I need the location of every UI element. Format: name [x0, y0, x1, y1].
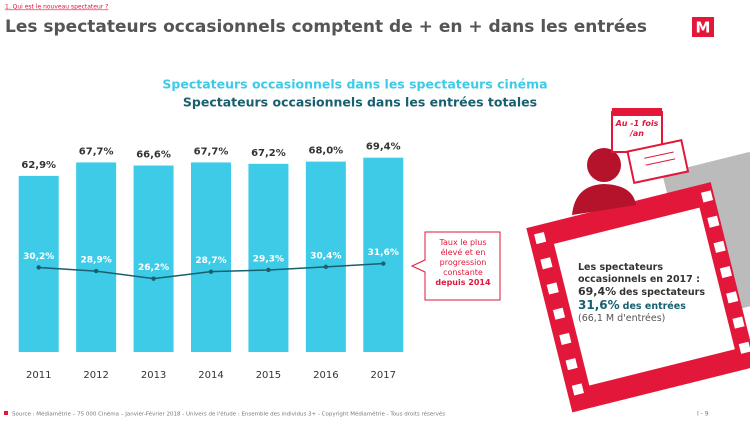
- bar-value-label: 67,7%: [79, 146, 114, 157]
- stat2-value: 31,6%: [578, 298, 620, 312]
- info-box: Les spectateurs occasionnels en 2017 : 6…: [578, 262, 713, 325]
- ticket-line: [644, 151, 674, 159]
- line-value-label: 29,3%: [253, 254, 284, 264]
- line-value-label: 30,2%: [23, 252, 54, 262]
- bar-value-label: 66,6%: [136, 150, 171, 161]
- footer-bullet: [4, 411, 8, 415]
- line-point: [93, 268, 99, 274]
- line-value-label: 28,7%: [195, 256, 226, 266]
- annotation-box: [410, 231, 501, 301]
- line-value-label: 31,6%: [368, 248, 399, 258]
- info-stat1: 69,4% des spectateurs: [578, 286, 713, 299]
- logo-bg: [692, 17, 714, 37]
- stat1-value: 69,4%: [578, 285, 617, 298]
- x-tick-label: 2014: [198, 370, 223, 381]
- bar: [305, 161, 346, 352]
- line-point: [208, 269, 214, 274]
- bar-value-label: 67,2%: [251, 148, 286, 159]
- stat2-text: des entrées: [622, 301, 686, 312]
- page-number: I - 9: [697, 411, 709, 418]
- line-point: [381, 261, 386, 266]
- bar: [191, 162, 231, 352]
- x-tick-label: 2011: [26, 370, 51, 381]
- bar: [76, 162, 117, 352]
- calendar-top: [612, 108, 662, 116]
- title: Les spectateurs occasionnels comptent de…: [5, 17, 647, 37]
- annotation-emphasis: depuis 2014: [435, 278, 491, 287]
- x-tick-label: 2013: [141, 370, 166, 381]
- x-tick-label: 2012: [83, 370, 108, 381]
- legend-bar: Spectateurs occasionnels dans les specta…: [162, 77, 547, 92]
- logo: M: [696, 19, 711, 37]
- bar-value-label: 68,0%: [309, 146, 344, 157]
- annotation: Taux le plus élevé et en progression con…: [428, 238, 498, 288]
- x-tick-label: 2016: [313, 370, 338, 381]
- info-note: (66,1 M d'entrées): [578, 313, 666, 324]
- bar: [18, 175, 59, 352]
- line-value-label: 28,9%: [81, 256, 112, 266]
- legend-line: Spectateurs occasionnels dans les entrée…: [183, 95, 537, 110]
- ticket: [626, 138, 690, 185]
- film-holes: [534, 190, 750, 396]
- bar: [133, 165, 174, 352]
- line-value-label: 30,4%: [310, 251, 341, 261]
- info-stat2: 31,6% des entrées: [578, 299, 713, 313]
- info-heading: Les spectateurs occasionnels en 2017 :: [578, 262, 700, 285]
- person-body: [572, 184, 636, 215]
- film-frame: [553, 207, 735, 386]
- line-point: [323, 264, 329, 270]
- line-value-label: 26,2%: [138, 263, 169, 273]
- bar-value-label: 67,7%: [194, 146, 229, 157]
- footer-source: Source : Médiamétrie – 75 000 Cinéma – J…: [12, 411, 445, 418]
- bar-value-label: 62,9%: [21, 160, 56, 171]
- ticket-line: [645, 158, 676, 166]
- bar: [248, 163, 289, 352]
- illustration: [526, 108, 750, 413]
- annotation-text: Taux le plus élevé et en progression con…: [439, 238, 487, 277]
- x-tick-label: 2015: [256, 370, 281, 381]
- line-point: [36, 265, 41, 270]
- breadcrumb: 1. Qui est le nouveau spectateur ?: [5, 4, 108, 11]
- x-tick-label: 2017: [371, 370, 396, 381]
- stat1-text: des spectateurs: [619, 287, 705, 298]
- calendar-text: Au -1 fois /an: [615, 119, 659, 138]
- line-point: [266, 267, 271, 273]
- person-head: [587, 148, 621, 182]
- bar: [363, 157, 404, 352]
- bar-value-label: 69,4%: [366, 142, 401, 153]
- line-point: [151, 276, 156, 281]
